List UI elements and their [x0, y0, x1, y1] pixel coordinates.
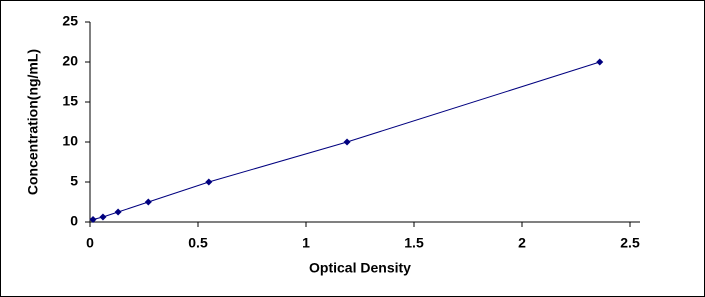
x-tick-label: 1.5: [404, 235, 424, 251]
x-tick-label: 0: [86, 235, 94, 251]
y-tick-label: 20: [62, 53, 78, 69]
x-tick-label: 2: [518, 235, 526, 251]
data-point: [205, 178, 213, 186]
data-point: [99, 213, 107, 221]
data-point: [144, 198, 152, 206]
x-tick-label: 0.5: [188, 235, 208, 251]
x-axis-label: Optical Density: [309, 260, 411, 276]
data-point: [114, 208, 122, 216]
y-tick-label: 5: [70, 173, 78, 189]
data-point: [343, 138, 351, 146]
y-axis-label: Concentration(ng/mL): [25, 49, 41, 195]
y-tick-label: 25: [62, 13, 78, 29]
x-tick-label: 2.5: [620, 235, 640, 251]
y-tick-label: 15: [62, 93, 78, 109]
y-tick-label: 0: [70, 213, 78, 229]
data-point: [89, 216, 97, 224]
x-tick-label: 1: [302, 235, 310, 251]
data-point: [596, 58, 604, 66]
y-tick-label: 10: [62, 133, 78, 149]
